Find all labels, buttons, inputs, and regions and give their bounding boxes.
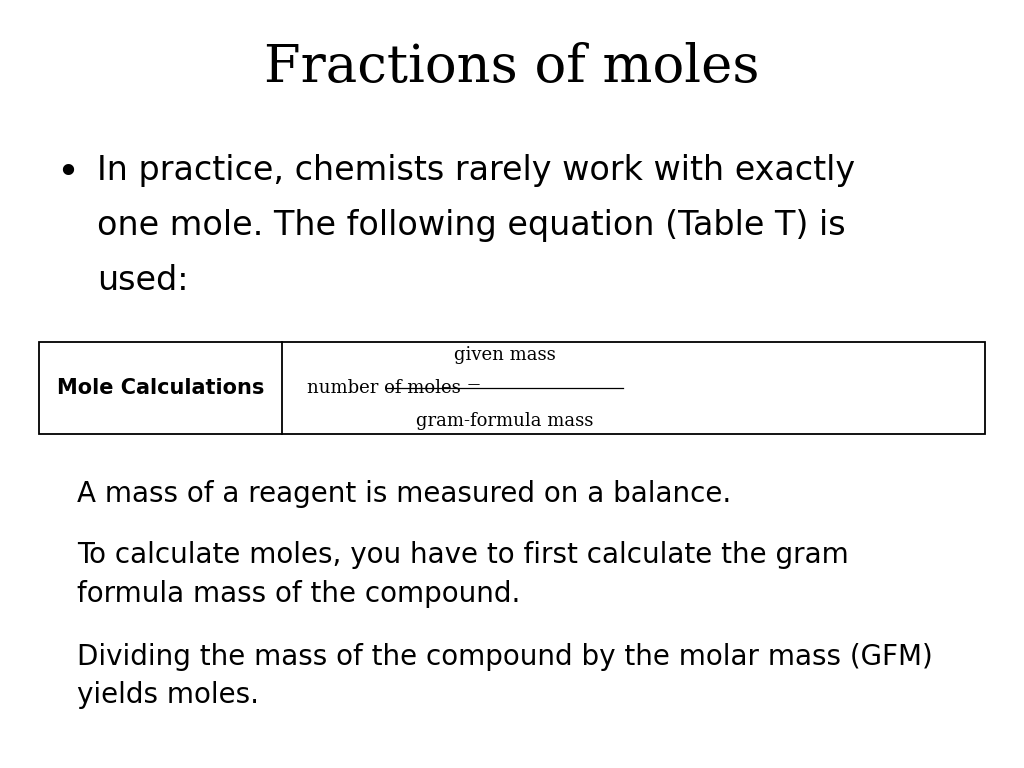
Text: used:: used: — [97, 264, 188, 297]
Text: A mass of a reagent is measured on a balance.: A mass of a reagent is measured on a bal… — [77, 480, 731, 508]
Text: number of moles =: number of moles = — [307, 379, 487, 397]
Text: given mass: given mass — [454, 346, 556, 364]
Text: In practice, chemists rarely work with exactly: In practice, chemists rarely work with e… — [97, 154, 855, 187]
Text: Mole Calculations: Mole Calculations — [56, 378, 264, 398]
Bar — [39, 342, 985, 434]
Text: To calculate moles, you have to first calculate the gram: To calculate moles, you have to first ca… — [77, 541, 849, 569]
Text: gram-formula mass: gram-formula mass — [416, 412, 594, 429]
Text: Dividing the mass of the compound by the molar mass (GFM): Dividing the mass of the compound by the… — [77, 643, 933, 670]
Text: •: • — [56, 154, 79, 191]
Text: Fractions of moles: Fractions of moles — [264, 42, 760, 93]
Text: formula mass of the compound.: formula mass of the compound. — [77, 580, 520, 607]
Text: yields moles.: yields moles. — [77, 681, 259, 709]
Text: one mole. The following equation (Table T) is: one mole. The following equation (Table … — [97, 209, 846, 242]
